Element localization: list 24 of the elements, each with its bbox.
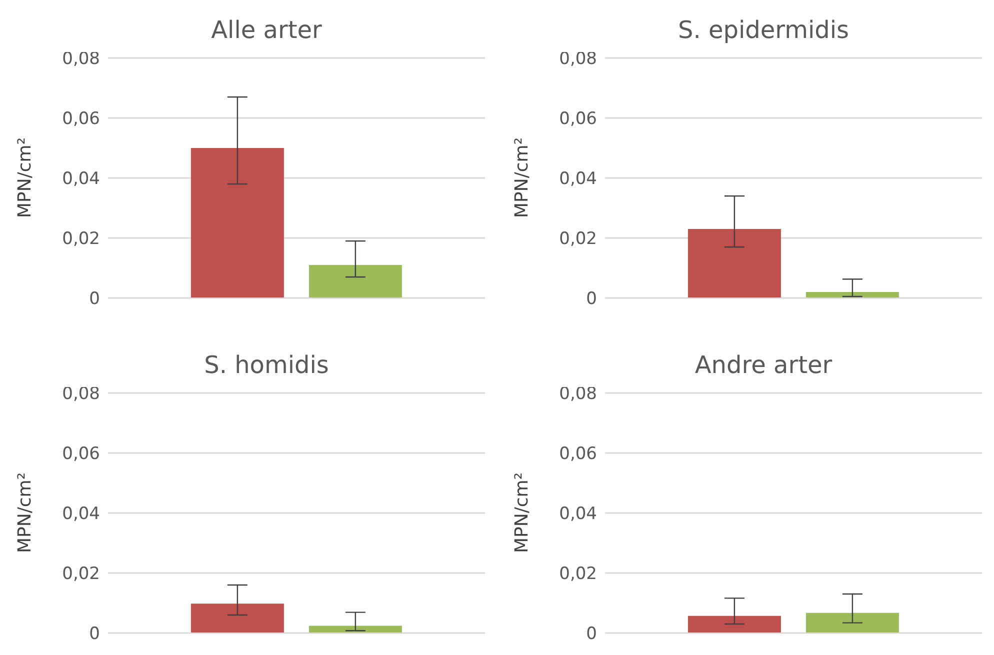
y-tick-label: 0,04: [559, 504, 597, 524]
y-tick-label: 0,06: [62, 444, 100, 464]
y-tick-label: 0: [89, 288, 100, 309]
y-tick-label: 0,02: [62, 564, 100, 584]
chart-title: Alle arter: [211, 16, 322, 44]
y-tick-label: 0: [89, 624, 100, 644]
y-tick-label: 0,06: [62, 108, 100, 129]
y-tick-label: 0,04: [559, 168, 597, 189]
y-axis-title: MPN/cm²: [511, 472, 532, 553]
y-tick-label: 0,04: [62, 168, 100, 189]
y-tick-label: 0,02: [559, 228, 597, 249]
y-tick-label: 0: [586, 288, 597, 309]
y-tick-label: 0,04: [62, 504, 100, 524]
y-tick-label: 0: [586, 624, 597, 644]
y-tick-label: 0,02: [62, 228, 100, 249]
y-axis-title: MPN/cm²: [14, 137, 36, 218]
chart-title: Andre arter: [694, 351, 832, 379]
chart-title: S. homidis: [204, 351, 329, 379]
y-tick-label: 0,06: [559, 444, 597, 464]
y-axis-title: MPN/cm²: [511, 137, 532, 218]
y-tick-label: 0,06: [559, 108, 597, 129]
y-tick-label: 0,02: [559, 564, 597, 584]
y-axis-title: MPN/cm²: [14, 472, 36, 553]
chart-title: S. epidermidis: [678, 16, 850, 44]
